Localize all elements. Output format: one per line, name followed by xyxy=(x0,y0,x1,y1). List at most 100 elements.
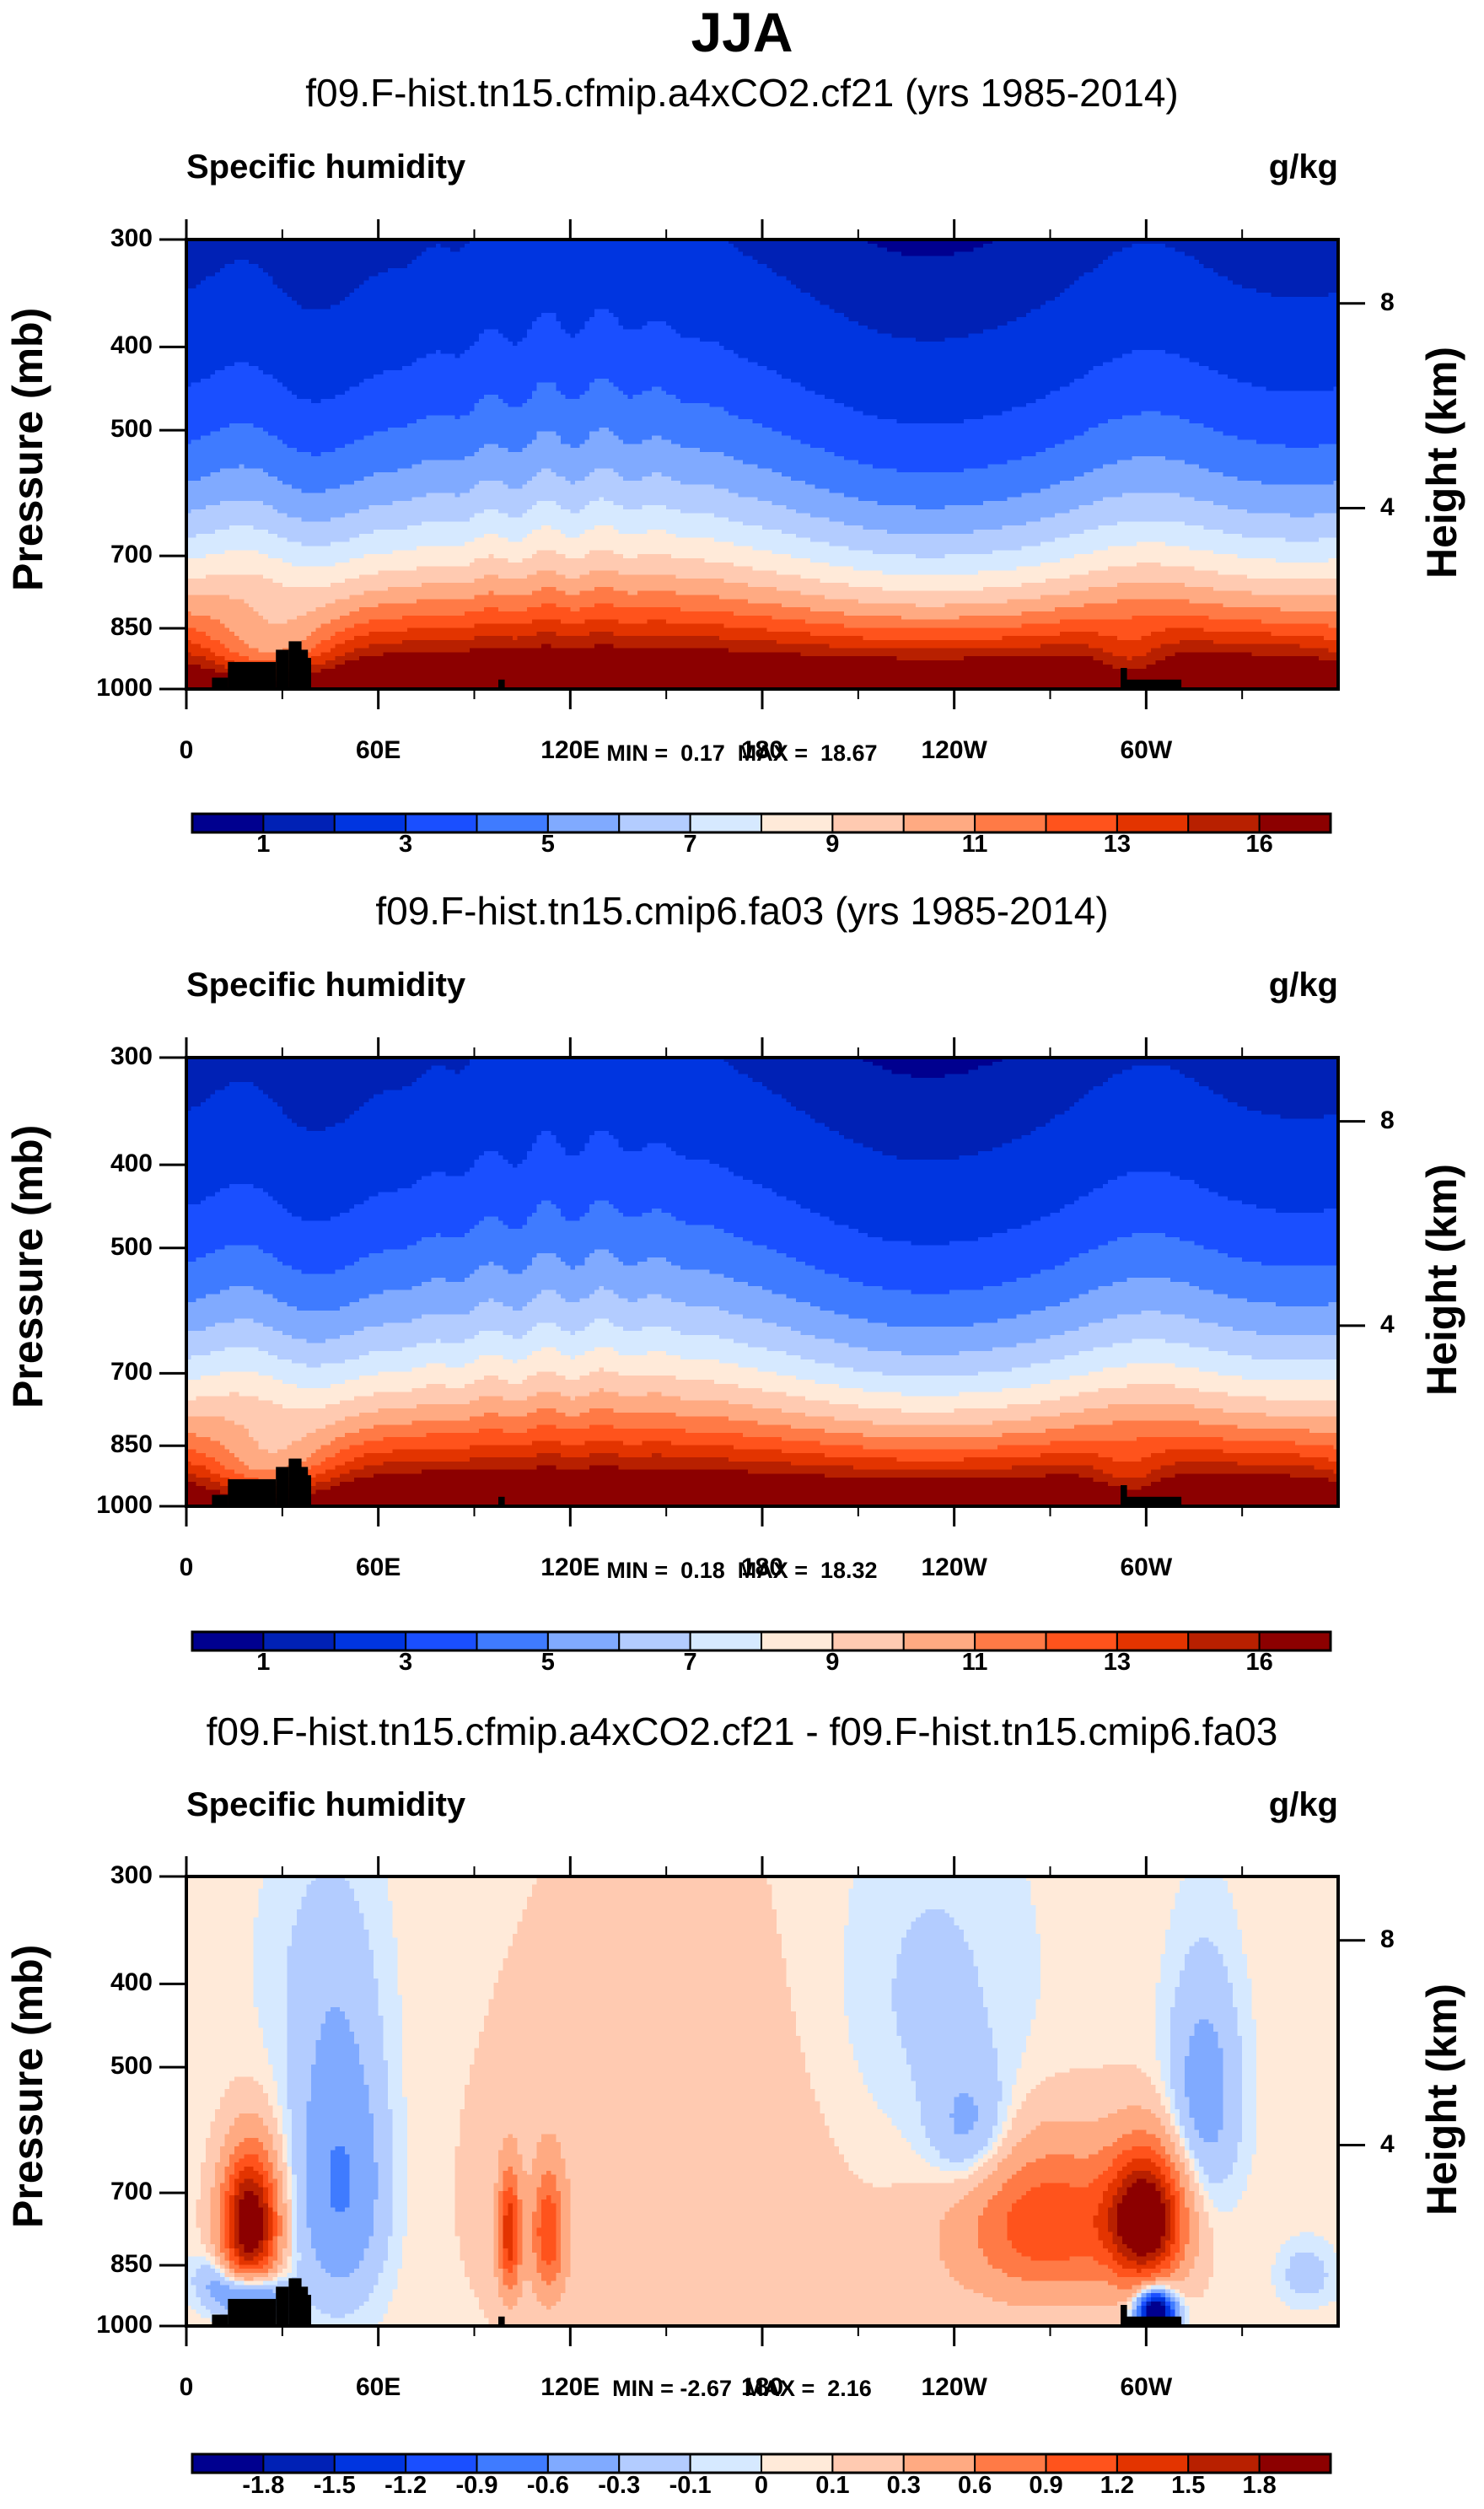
contour-band xyxy=(513,2223,519,2229)
contour-band xyxy=(1169,2216,1176,2221)
contour-band xyxy=(795,1376,1070,1381)
contour-band xyxy=(517,2256,524,2262)
contour-band xyxy=(277,378,365,384)
contour-band xyxy=(349,2154,374,2159)
contour-band xyxy=(556,2187,571,2192)
contour-band xyxy=(982,1990,1041,1996)
contour-band xyxy=(244,2191,255,2196)
contour-band xyxy=(186,1445,226,1450)
contour-band xyxy=(1040,1269,1338,1274)
contour-band xyxy=(589,1453,619,1458)
contour-band xyxy=(229,595,351,600)
contour-band xyxy=(599,427,610,433)
contour-band xyxy=(666,619,806,625)
contour-band xyxy=(373,2223,394,2229)
contour-band xyxy=(964,1929,1037,1935)
contour-band xyxy=(743,1314,850,1320)
contour-band xyxy=(1242,2117,1257,2123)
contour-band xyxy=(186,541,303,547)
contour-band xyxy=(1169,2154,1180,2159)
contour-band xyxy=(497,329,528,335)
contour-band xyxy=(1141,1456,1330,1462)
contour-band xyxy=(1146,1473,1176,1478)
contour-band xyxy=(1228,374,1338,380)
contour-band xyxy=(522,513,715,519)
contour-band xyxy=(272,2068,288,2074)
contour-band xyxy=(205,2146,221,2151)
contour-band xyxy=(877,415,984,420)
contour-band xyxy=(916,554,945,559)
contour-band xyxy=(1180,2117,1195,2123)
contour-band xyxy=(579,574,677,579)
contour-band xyxy=(920,2101,955,2106)
contour-band xyxy=(229,2129,269,2135)
contour-band xyxy=(253,1285,413,1291)
variable-name: Specific humidity xyxy=(186,148,466,186)
contour-band xyxy=(479,333,504,338)
contour-band xyxy=(1002,2158,1037,2163)
contour-band xyxy=(666,530,782,535)
contour-band xyxy=(354,623,476,628)
contour-band xyxy=(465,1338,734,1344)
contour-band xyxy=(1251,2170,1338,2176)
contour-band xyxy=(1242,1950,1338,1955)
contour-band xyxy=(402,366,768,371)
contour-band xyxy=(618,1453,653,1458)
contour-band xyxy=(465,1383,739,1389)
contour-band xyxy=(186,345,470,351)
contour-band xyxy=(344,660,1104,665)
contour-band xyxy=(186,2048,269,2053)
x-tick-label: 0 xyxy=(179,1553,194,1581)
contour-band xyxy=(987,2174,1013,2180)
contour-band xyxy=(229,2187,235,2192)
contour-band xyxy=(1175,2092,1186,2098)
contour-band xyxy=(306,1888,355,1893)
contour-band xyxy=(733,1338,835,1344)
contour-band xyxy=(834,451,1037,457)
contour-band xyxy=(1189,2167,1195,2172)
contour-band xyxy=(1180,2113,1191,2119)
contour-band xyxy=(1059,1412,1267,1418)
contour-band xyxy=(373,2125,394,2131)
contour-band xyxy=(1223,2101,1243,2106)
contour-band xyxy=(675,533,797,539)
contour-band xyxy=(186,411,470,416)
contour-band xyxy=(493,2207,499,2212)
contour-band xyxy=(791,1327,1080,1332)
contour-band xyxy=(186,2027,264,2033)
contour-band xyxy=(575,480,681,486)
contour-band xyxy=(292,2248,298,2253)
contour-band xyxy=(406,2191,456,2196)
contour-band xyxy=(1126,656,1132,661)
contour-band xyxy=(997,2121,1003,2127)
contour-band xyxy=(858,2060,907,2065)
contour-band xyxy=(1175,2203,1180,2209)
contour-band xyxy=(1333,480,1338,486)
contour-band xyxy=(287,1974,374,1979)
contour-band xyxy=(982,586,1089,592)
contour-band xyxy=(263,2088,278,2094)
contour-band xyxy=(1155,2048,1171,2053)
contour-band xyxy=(584,1327,624,1332)
contour-band xyxy=(474,1334,513,1340)
contour-band xyxy=(858,2068,912,2074)
contour-band xyxy=(772,501,879,506)
contour-band xyxy=(1198,2232,1214,2237)
contour-band xyxy=(556,1322,590,1327)
contour-band xyxy=(205,2256,216,2262)
contour-band xyxy=(267,2092,278,2098)
contour-band xyxy=(556,2240,562,2245)
contour-band xyxy=(959,1392,1080,1397)
contour-band xyxy=(944,603,1084,608)
contour-band xyxy=(1175,2187,1186,2192)
contour-band xyxy=(522,2223,533,2229)
contour-band xyxy=(191,1461,221,1467)
contour-band xyxy=(296,2203,307,2209)
contour-band xyxy=(272,2244,278,2249)
contour-band xyxy=(186,2285,196,2290)
contour-band xyxy=(191,639,221,645)
contour-band xyxy=(531,530,562,535)
contour-band xyxy=(277,2203,288,2209)
contour-band xyxy=(839,1273,1032,1279)
contour-band xyxy=(570,2220,941,2225)
